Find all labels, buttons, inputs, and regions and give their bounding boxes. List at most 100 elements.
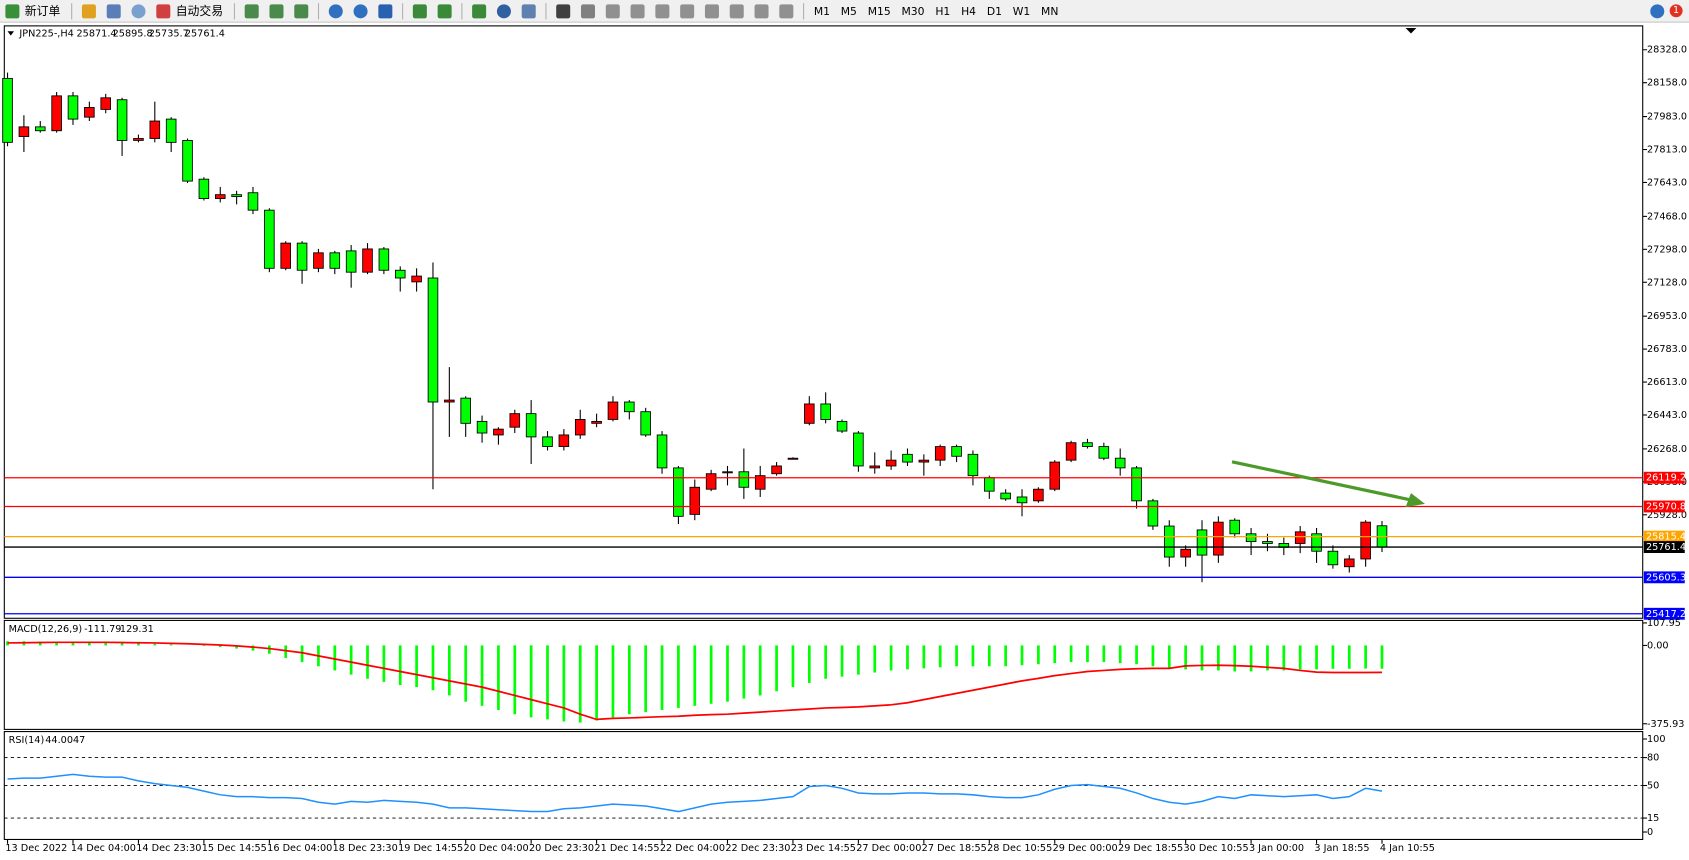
trendline-icon[interactable] xyxy=(655,3,670,18)
crosshair-icon[interactable] xyxy=(580,3,596,18)
trend-arrow xyxy=(1231,460,1415,503)
x-tick-label: 16 Dec 04:00 xyxy=(267,843,332,854)
y-tick-label: 0.00 xyxy=(1647,640,1669,651)
vline-icon[interactable] xyxy=(605,3,620,18)
tool-icon[interactable] xyxy=(81,3,96,18)
candle-body xyxy=(182,139,193,182)
header-ohlc: 25895.8 xyxy=(113,28,153,39)
x-tick-label: 18 Dec 23:30 xyxy=(333,843,398,854)
candle-body xyxy=(18,126,30,137)
y-tick-label: -375.93 xyxy=(1647,719,1684,730)
candle-body xyxy=(1245,533,1257,542)
candle-body xyxy=(84,107,95,118)
x-tick-label: 20 Dec 23:30 xyxy=(529,843,594,854)
arrow-icon[interactable] xyxy=(779,3,794,18)
zoom-out-icon[interactable] xyxy=(353,3,368,18)
candle-body xyxy=(640,411,651,436)
timeframe-button[interactable]: M1 xyxy=(813,5,830,18)
panel-title: MACD(12,26,9) xyxy=(9,624,83,635)
candle-body xyxy=(116,99,128,141)
tool-icon[interactable] xyxy=(131,3,146,18)
toolbar: 新订单 自动交易 M1 M5 M15 M30 H1 H4 D1 W1 MN xyxy=(0,0,1689,23)
price-level-tag xyxy=(1643,530,1685,543)
panel-value: -111.79 xyxy=(84,624,121,635)
header-ohlc: 25871.4 xyxy=(77,28,117,39)
candle-body xyxy=(967,453,979,477)
candle-body xyxy=(149,120,161,139)
fibo-icon[interactable] xyxy=(704,3,719,18)
timeframe-button[interactable]: W1 xyxy=(1012,5,1031,18)
panel-value: 44.0047 xyxy=(45,735,85,746)
period-icon[interactable] xyxy=(496,3,511,18)
candle-body xyxy=(264,209,275,269)
candle-body xyxy=(509,413,521,428)
x-tick-label: 21 Dec 14:55 xyxy=(594,843,659,854)
hline-icon[interactable] xyxy=(630,3,645,18)
candle-body xyxy=(787,457,799,460)
text-icon[interactable] xyxy=(729,3,744,18)
label-icon[interactable] xyxy=(754,3,769,18)
auto-trading-button[interactable]: 自动交易 xyxy=(175,4,224,19)
timeframe-button[interactable]: M15 xyxy=(867,5,891,18)
chart-type-icon[interactable] xyxy=(244,3,259,18)
scroll-icon[interactable] xyxy=(412,3,427,18)
x-tick-label: 23 Dec 14:55 xyxy=(791,843,856,854)
x-tick-label: 22 Dec 04:00 xyxy=(660,843,725,854)
candle-body xyxy=(1098,446,1110,459)
y-tick-label: 27813.0 xyxy=(1647,145,1687,156)
new-order-icon[interactable] xyxy=(5,3,20,18)
price-level-label: 25761.4 xyxy=(1646,542,1686,553)
separator xyxy=(317,2,320,19)
y-tick-label: 27298.0 xyxy=(1647,244,1687,255)
chart-type-icon[interactable] xyxy=(269,3,284,18)
header-ohlc: 25735.7 xyxy=(149,28,189,39)
template-icon[interactable] xyxy=(521,3,536,18)
candle-body xyxy=(1327,550,1339,566)
timeframe-button[interactable]: M5 xyxy=(840,5,857,18)
candle-body xyxy=(378,248,390,271)
candle-body xyxy=(820,403,831,420)
indicator-icon[interactable] xyxy=(472,3,487,18)
separator xyxy=(402,2,404,19)
chart-type-icon[interactable] xyxy=(294,3,309,18)
shift-icon[interactable] xyxy=(437,3,452,18)
cursor-icon[interactable] xyxy=(556,3,571,18)
x-tick-label: 30 Dec 10:55 xyxy=(1183,843,1248,854)
candle-body xyxy=(329,252,341,269)
timeframe-button[interactable]: MN xyxy=(1041,5,1059,18)
notification-badge[interactable]: 1 xyxy=(1669,4,1683,18)
auto-trading-icon[interactable] xyxy=(156,3,171,18)
x-tick-label: 3 Jan 18:55 xyxy=(1314,843,1369,854)
candle-body xyxy=(280,242,291,269)
y-tick-label: 27468.0 xyxy=(1647,211,1687,222)
new-order-button[interactable]: 新订单 xyxy=(24,4,61,19)
channel-icon[interactable] xyxy=(680,3,695,18)
macd-signal xyxy=(7,641,1383,721)
search-icon[interactable] xyxy=(1650,3,1665,18)
candle-body xyxy=(951,446,962,457)
timeframe-button[interactable]: M30 xyxy=(901,5,925,18)
candle-body xyxy=(656,434,668,469)
timeframe-button[interactable]: H1 xyxy=(935,5,951,18)
header-ohlc: 25761.4 xyxy=(185,28,225,39)
timeframe-button[interactable]: D1 xyxy=(986,5,1002,18)
x-tick-label: 28 Dec 10:55 xyxy=(987,843,1052,854)
timeframe-button[interactable]: H4 xyxy=(961,5,977,18)
x-tick-label: 22 Dec 23:30 xyxy=(725,843,790,854)
y-tick-label: 26953.0 xyxy=(1647,311,1687,322)
candle-body xyxy=(247,192,259,211)
candle-body xyxy=(345,250,357,273)
tool-icon[interactable] xyxy=(106,3,121,18)
candle-body xyxy=(591,420,602,424)
zoom-in-icon[interactable] xyxy=(328,3,343,18)
candle-body xyxy=(918,459,930,463)
candle-body xyxy=(1343,558,1355,568)
x-tick-label: 14 Dec 23:30 xyxy=(136,843,201,854)
menu-triangle[interactable] xyxy=(7,31,15,36)
candle-body xyxy=(1016,496,1028,504)
tile-icon[interactable] xyxy=(378,3,393,18)
candle-body xyxy=(51,95,62,132)
x-tick-label: 27 Dec 00:00 xyxy=(856,843,921,854)
candle-body xyxy=(836,420,848,432)
